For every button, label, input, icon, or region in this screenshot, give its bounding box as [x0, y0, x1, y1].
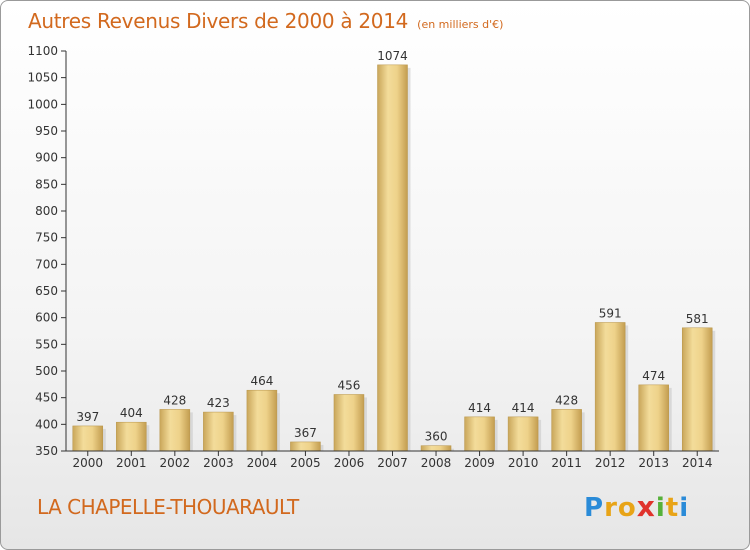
y-tick-label: 650: [35, 284, 58, 298]
data-label: 1074: [377, 49, 408, 63]
bar: [159, 409, 191, 452]
y-tick-label: 550: [35, 337, 58, 351]
y-tick-label: 900: [35, 151, 58, 165]
bar: [420, 445, 452, 452]
data-label: 414: [512, 401, 535, 415]
y-tick-label: 950: [35, 124, 58, 138]
bar: [638, 384, 669, 452]
x-tick-label: 2010: [508, 456, 539, 470]
data-label: 428: [555, 393, 578, 407]
data-label: 456: [338, 378, 361, 392]
x-tick-label: 2004: [247, 456, 278, 470]
y-tick-label: 750: [35, 231, 58, 245]
y-axis: 350 400 450 500 550 600 650 700 750 800 850 900 950 1…: [27, 44, 67, 458]
x-tick-label: 2014: [682, 456, 713, 470]
bar: [377, 64, 408, 452]
bar: [203, 411, 234, 452]
data-label: 591: [599, 306, 622, 320]
x-tick-label: 2005: [290, 456, 321, 470]
x-tick-label: 2001: [116, 456, 147, 470]
y-tick-label: 600: [35, 311, 58, 325]
chart-title: Autres Revenus Divers de 2000 à 2014: [28, 9, 409, 33]
y-tick-label: 1000: [27, 97, 58, 111]
y-tick-label: 400: [35, 417, 58, 431]
data-label: 423: [207, 396, 230, 410]
bar: [681, 327, 713, 452]
y-tick-label: 1100: [27, 44, 58, 58]
data-label: 414: [468, 401, 491, 415]
x-tick-label: 2000: [72, 456, 103, 470]
y-tick-label: 500: [35, 364, 58, 378]
x-tick-label: 2008: [421, 456, 452, 470]
y-tick-label: 850: [35, 177, 58, 191]
bar: [551, 409, 582, 452]
brand-logo[interactable]: Proxiti: [584, 490, 690, 523]
bar: [507, 416, 539, 452]
bar: [290, 441, 321, 452]
y-tick-label: 450: [35, 391, 58, 405]
bar: [116, 421, 147, 452]
x-tick-label: 2013: [638, 456, 669, 470]
data-label: 474: [642, 369, 665, 383]
bar: [464, 416, 495, 452]
x-tick-label: 2012: [595, 456, 626, 470]
y-tick-label: 700: [35, 257, 58, 271]
data-label: 428: [163, 393, 186, 407]
data-label: 464: [250, 374, 273, 388]
y-tick-label: 350: [35, 444, 58, 458]
x-tick-label: 2011: [551, 456, 582, 470]
title-row: Autres Revenus Divers de 2000 à 2014 (en…: [28, 9, 503, 33]
data-label: 581: [686, 312, 709, 326]
bars: 397 404 428 423 464 367 456 1074 360 414 414 428 591…: [72, 49, 716, 452]
x-tick-label: 2006: [334, 456, 365, 470]
data-label: 360: [425, 430, 448, 444]
data-label: 397: [76, 410, 99, 424]
bar: [333, 394, 365, 452]
x-tick-label: 2002: [160, 456, 191, 470]
x-tick-label: 2007: [377, 456, 408, 470]
bar: [72, 425, 104, 452]
data-label: 367: [294, 426, 317, 440]
bar: [594, 322, 626, 452]
y-tick-label: 800: [35, 204, 58, 218]
commune-name: LA CHAPELLE-THOUARAULT: [37, 495, 299, 519]
x-tick-label: 2009: [464, 456, 495, 470]
y-tick-label: 1050: [27, 71, 58, 85]
data-label: 404: [120, 406, 143, 420]
chart-subtitle: (en milliers d'€): [417, 18, 504, 31]
x-tick-label: 2003: [203, 456, 234, 470]
x-axis: 2000 2001 2002 2003 2004 2005 2006 2007 2008 2009…: [66, 450, 719, 470]
bar: [246, 389, 278, 452]
